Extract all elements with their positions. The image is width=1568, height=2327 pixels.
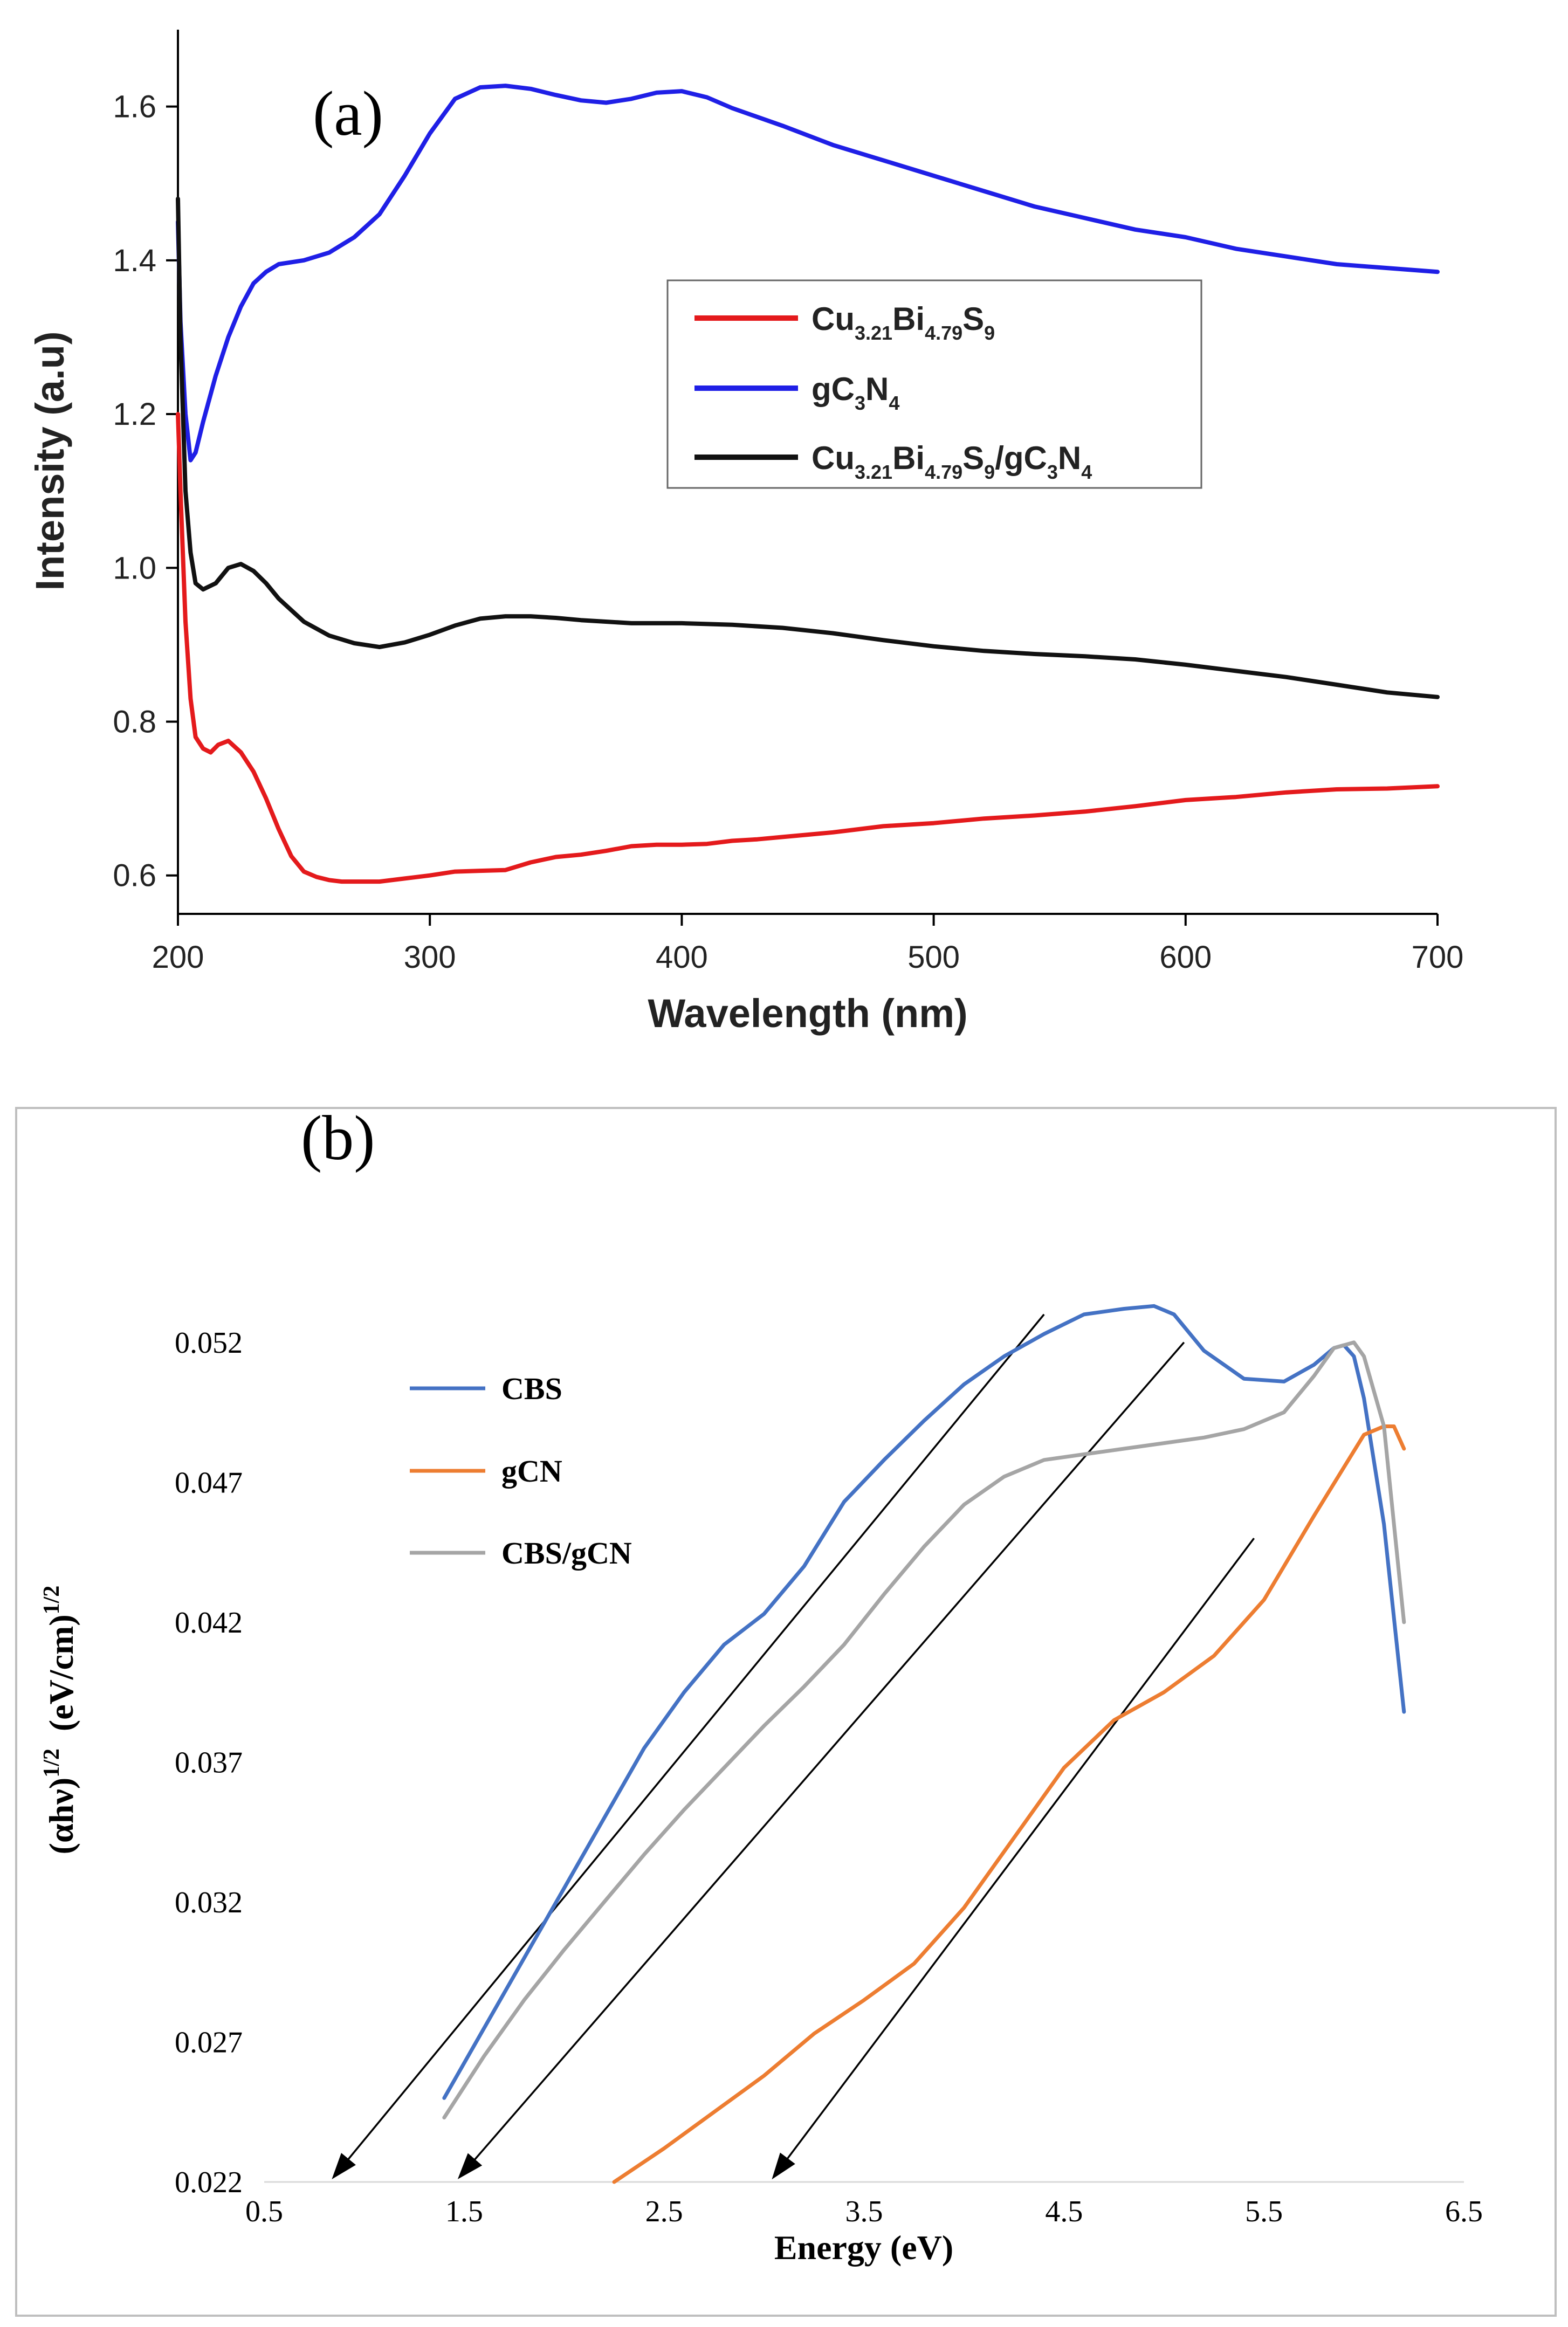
panel-a-y-ticks: 0.6 0.8 1.0 1.2 1.4 1.6 — [113, 90, 178, 893]
panel-a-chart: 200 300 400 500 600 700 0.6 0.8 1.0 1.2 1.4 1.6 (a… — [27, 30, 1463, 1036]
panel-a-label: (a) — [313, 78, 383, 149]
panel-b-y-tick-label: 0.027 — [175, 2026, 243, 2059]
legend-label-gc3n4: gC3N4 — [811, 371, 899, 414]
legend-text-part: S — [962, 301, 984, 337]
legend-subscript: 3 — [1047, 461, 1058, 483]
legend-text-part: /gC — [995, 440, 1047, 476]
panel-b-x-tick-label: 0.5 — [245, 2195, 283, 2228]
legend-subscript: 3.21 — [855, 322, 892, 344]
panel-b-y-axis-title-exponent: 1/2 — [39, 1748, 64, 1778]
panel-b-tangent-lines — [332, 1313, 1255, 2180]
panel-a-legend: Cu3.21Bi4.79S9 gC3N4 Cu3.21Bi4.79S9/gC3N… — [666, 279, 1202, 489]
panel-b-legend: CBS gCN CBS/gCN — [410, 1371, 632, 1571]
panel-a-x-tick-label: 500 — [907, 940, 960, 975]
legend-subscript: 9 — [984, 322, 995, 344]
panel-b-y-tick-label: 0.022 — [175, 2166, 243, 2199]
legend-text-part: N — [865, 371, 889, 407]
panel-b-y-axis-title-part: (αhν) — [42, 1778, 80, 1855]
panel-b-y-axis-title-part: (eV/cm) — [42, 1614, 80, 1748]
series-line-gcn — [612, 1424, 1406, 2184]
panel-a-x-tick-label: 200 — [152, 940, 204, 975]
tangent-arrow-2 — [457, 1341, 1185, 2179]
legend-label-cbs: CBS — [501, 1371, 562, 1406]
panel-a-x-tick-label: 300 — [404, 940, 456, 975]
panel-b-label: (b) — [301, 1103, 375, 1173]
panel-b-y-axis-title: (αhν)1/2 (eV/cm)1/2 — [39, 1586, 80, 1855]
legend-text-part: gC — [811, 371, 855, 407]
panel-b-x-ticks: 0.5 1.5 2.5 3.5 4.5 5.5 6.5 — [245, 2195, 1483, 2228]
legend-subscript: 4.79 — [925, 322, 962, 344]
panel-a-y-tick-label: 1.4 — [113, 243, 156, 278]
legend-text-part: N — [1058, 440, 1081, 476]
series-line-gc3n4 — [176, 84, 1440, 463]
series-line-cbs-gcn — [442, 1340, 1406, 2120]
panel-a-x-ticks: 200 300 400 500 600 700 — [152, 914, 1464, 975]
panel-a-y-tick-label: 0.6 — [113, 858, 156, 893]
legend-subscript: 3 — [855, 392, 865, 414]
panel-b-series — [442, 1304, 1406, 2184]
legend-subscript: 4 — [889, 392, 899, 414]
legend-text-part: Bi — [892, 301, 925, 337]
panel-a-y-tick-label: 1.6 — [113, 90, 156, 125]
panel-a-x-tick-label: 400 — [656, 940, 708, 975]
panel-b-x-tick-label: 2.5 — [645, 2195, 683, 2228]
panel-a-y-axis-title: Intensity (a.u) — [27, 331, 72, 590]
panel-b-y-tick-label: 0.037 — [175, 1746, 243, 1779]
legend-subscript: 4 — [1081, 461, 1092, 483]
series-line-cbs — [442, 1304, 1406, 2100]
panel-a-series — [176, 84, 1440, 884]
legend-text-part: S — [962, 440, 984, 476]
legend-label-gcn: gCN — [501, 1454, 562, 1489]
legend-label-cu-bi-s: Cu3.21Bi4.79S9 — [811, 301, 995, 344]
panel-b-frame — [15, 1107, 1557, 2317]
panel-b-y-tick-label: 0.047 — [175, 1466, 243, 1499]
panel-a-y-tick-label: 1.0 — [113, 550, 156, 586]
panel-b-y-tick-label: 0.032 — [175, 1886, 243, 1919]
panel-b-x-tick-label: 1.5 — [445, 2195, 483, 2228]
legend-subscript: 4.79 — [925, 461, 962, 483]
panel-b-x-tick-label: 3.5 — [845, 2195, 883, 2228]
legend-subscript: 9 — [984, 461, 995, 483]
panel-a-x-axis-title: Wavelength (nm) — [648, 991, 967, 1036]
panel-b-y-ticks: 0.022 0.027 0.032 0.037 0.042 0.047 0.052 — [175, 1326, 243, 2199]
legend-text-part: Bi — [892, 440, 925, 476]
panel-b-y-tick-label: 0.052 — [175, 1326, 243, 1360]
panel-a-x-tick-label: 700 — [1412, 940, 1464, 975]
panel-a-y-tick-label: 1.2 — [113, 397, 156, 432]
panel-b-x-tick-label: 5.5 — [1245, 2195, 1283, 2228]
panel-a-y-tick-label: 0.8 — [113, 704, 156, 739]
legend-text-part: Cu — [811, 301, 855, 337]
panel-b-x-tick-label: 6.5 — [1445, 2195, 1483, 2228]
legend-label-cbs-gcn: CBS/gCN — [501, 1536, 632, 1571]
panel-a-x-tick-label: 600 — [1159, 940, 1212, 975]
legend-text-part: Cu — [811, 440, 855, 476]
panel-b-x-tick-label: 4.5 — [1045, 2195, 1083, 2228]
panel-a-legend-box — [666, 279, 1202, 489]
tangent-arrow-1 — [332, 1313, 1045, 2180]
tangent-arrow-3 — [772, 1538, 1255, 2180]
series-line-cu3-21bi4-79s9-gc3n4 — [176, 196, 1440, 699]
series-line-cu3-21bi4-79s9 — [176, 412, 1440, 884]
panel-b-chart: 0.5 1.5 2.5 3.5 4.5 5.5 6.5 0.0220.0270.0320.0… — [15, 1103, 1557, 2317]
legend-subscript: 3.21 — [855, 461, 892, 483]
legend-label-composite: Cu3.21Bi4.79S9/gC3N4 — [811, 440, 1092, 483]
panel-b-x-axis-title: Energy (eV) — [774, 2228, 953, 2267]
panel-b-y-axis-title-exponent: 1/2 — [39, 1586, 64, 1615]
panel-b-y-tick-label: 0.042 — [175, 1606, 243, 1640]
